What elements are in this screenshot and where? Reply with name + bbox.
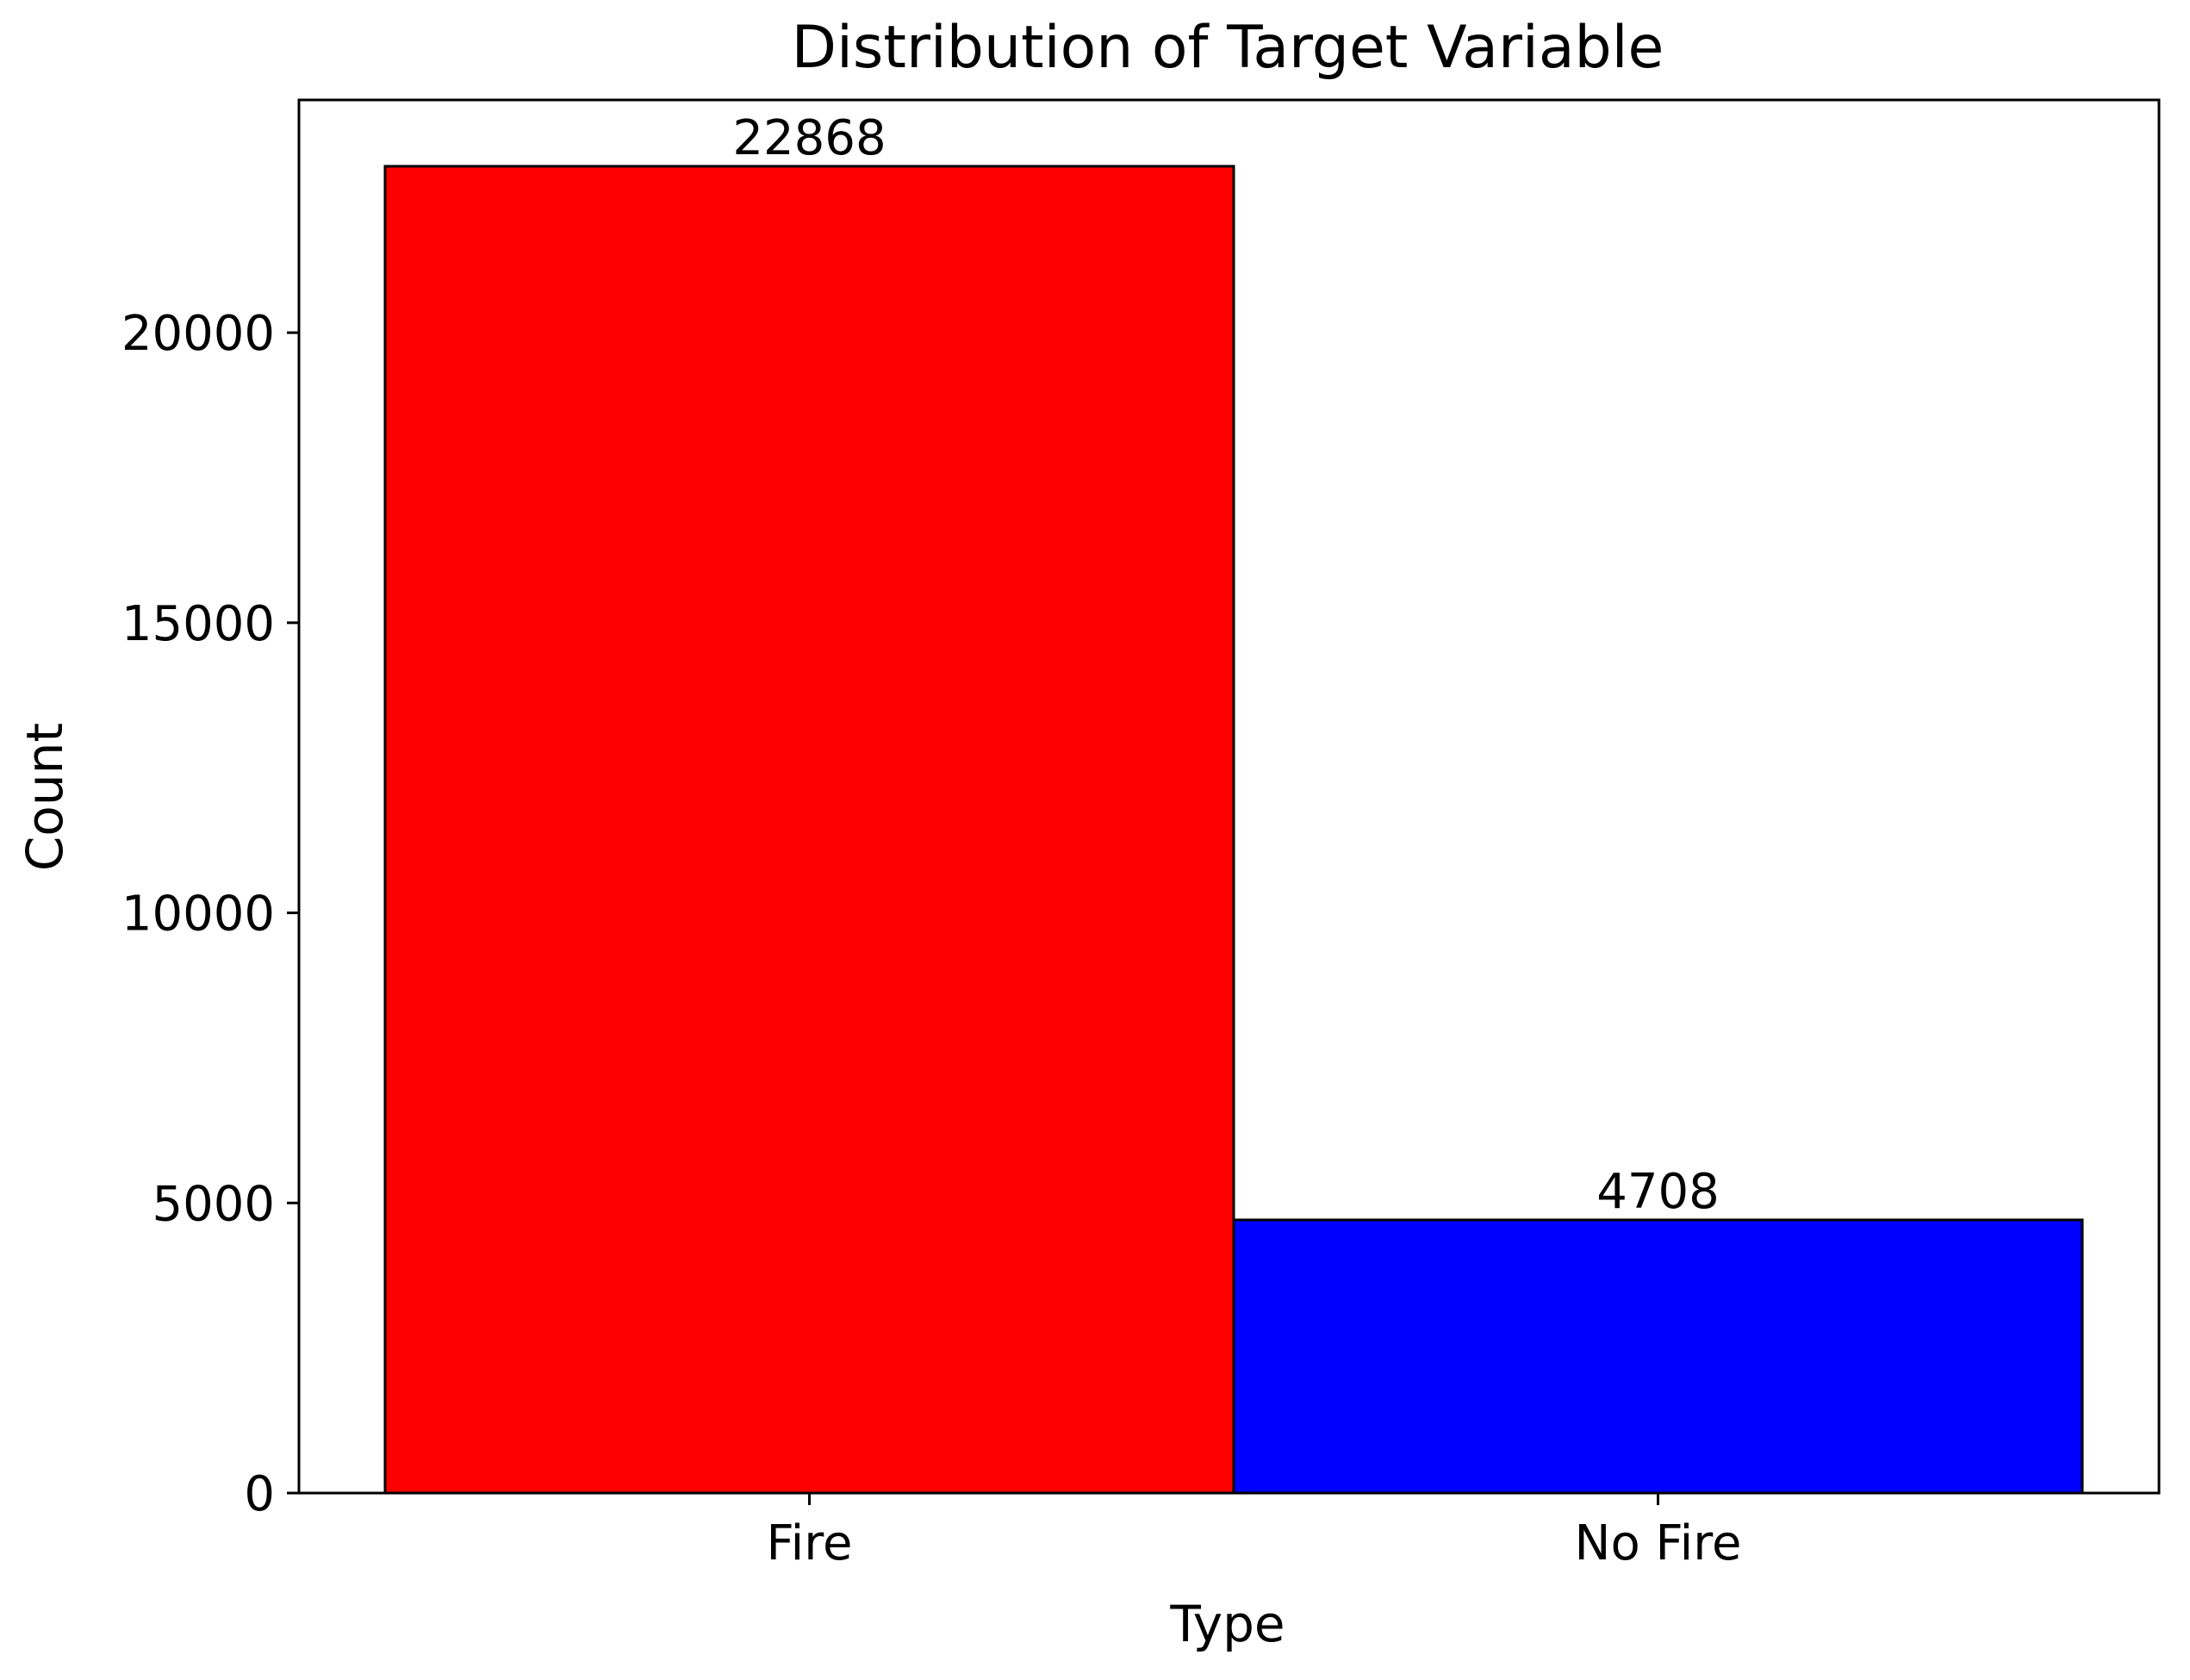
x-tick-label: No Fire — [1575, 1515, 1742, 1571]
x-axis: Fire No Fire — [767, 1493, 1742, 1571]
y-tick-label: 5000 — [152, 1176, 275, 1232]
y-tick-label: 15000 — [121, 596, 275, 652]
y-tick-label: 20000 — [121, 306, 275, 362]
y-axis: 0 5000 10000 15000 20000 — [121, 306, 299, 1522]
x-axis-label: Type — [1169, 1595, 1285, 1653]
bar-value-label: 4708 — [1596, 1164, 1720, 1220]
bar-labels-group: 22868 4708 — [732, 110, 1719, 1220]
x-tick-label: Fire — [767, 1515, 853, 1571]
bar-fire — [383, 165, 1235, 1495]
bars-group — [383, 165, 2084, 1495]
bar-value-label: 22868 — [732, 110, 886, 166]
bar-no-fire — [1232, 1218, 2084, 1495]
y-tick-label: 10000 — [121, 887, 275, 943]
y-axis-label: Count — [16, 723, 74, 871]
plot-frame — [297, 98, 2161, 1495]
y-tick-label: 0 — [244, 1466, 275, 1522]
chart-title: Distribution of Target Variable — [792, 14, 1664, 82]
